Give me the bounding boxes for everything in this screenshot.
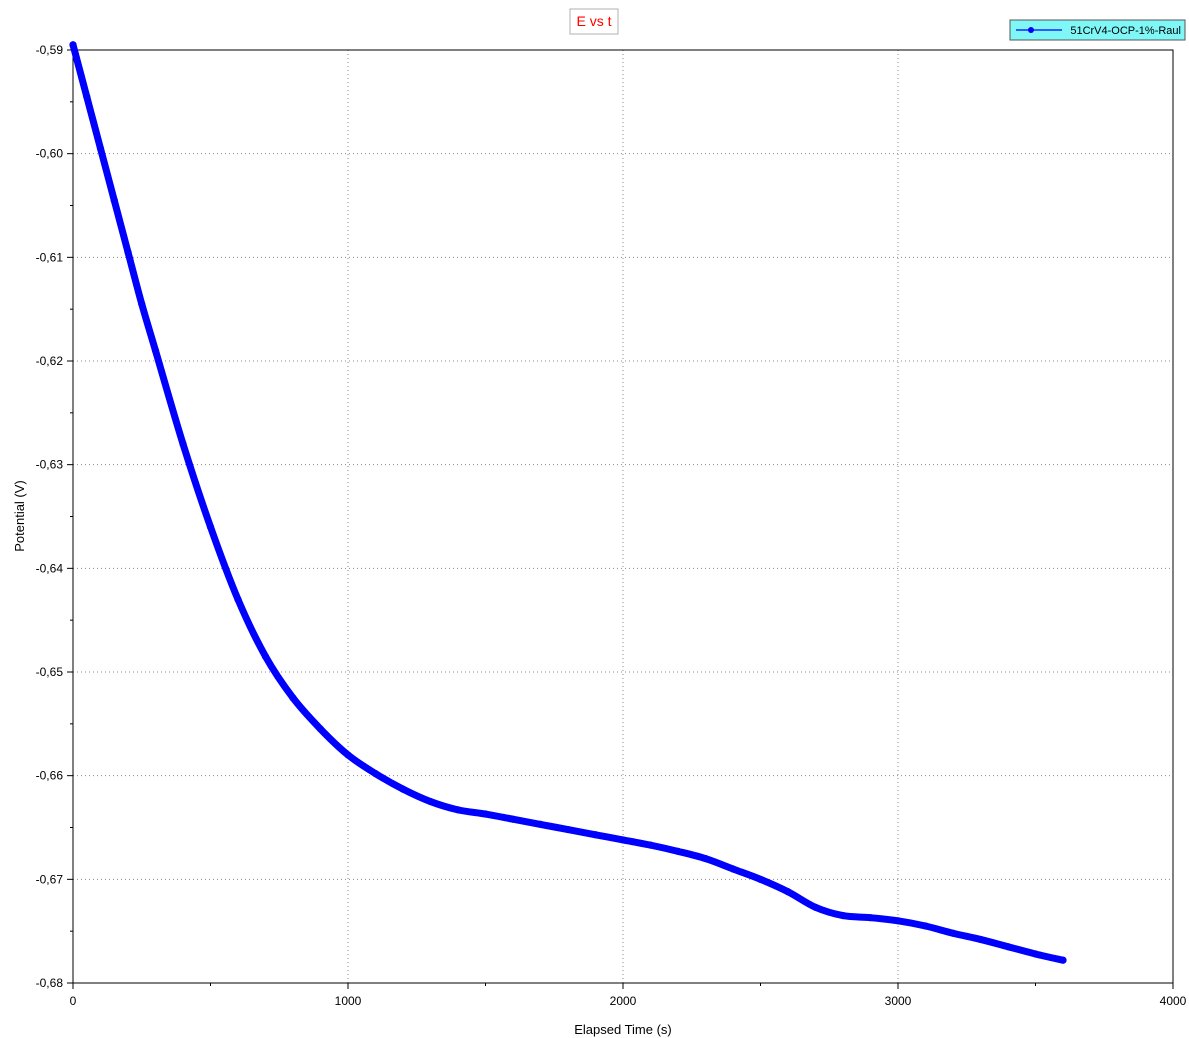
x-tick-label: 1000 bbox=[335, 994, 362, 1008]
data-point bbox=[179, 440, 187, 448]
data-point bbox=[894, 917, 902, 925]
data-point bbox=[949, 929, 957, 937]
chart-title-box bbox=[569, 8, 619, 35]
grid-lines bbox=[73, 50, 1173, 983]
y-tick-label: -0,66 bbox=[36, 769, 64, 783]
data-point bbox=[811, 903, 820, 911]
data-point bbox=[83, 93, 91, 101]
legend-label: 51CrV4-OCP-1%-Raul bbox=[1070, 25, 1181, 37]
data-point bbox=[976, 935, 985, 944]
data-point bbox=[619, 836, 627, 844]
y-tick-label: -0,61 bbox=[36, 250, 64, 264]
y-tick-label: -0,64 bbox=[36, 561, 64, 575]
data-point bbox=[839, 912, 847, 920]
y-tick-label: -0,59 bbox=[36, 43, 64, 57]
data-point bbox=[96, 144, 105, 153]
y-axis-title: Potential (V) bbox=[12, 480, 27, 552]
x-tick-label: 2000 bbox=[610, 994, 637, 1008]
data-point bbox=[509, 815, 517, 823]
y-tick-label: -0,62 bbox=[36, 354, 64, 368]
data-point bbox=[536, 820, 545, 828]
chart-title: E vs t bbox=[576, 13, 611, 29]
data-point bbox=[234, 595, 242, 604]
x-tick-label: 0 bbox=[70, 994, 77, 1008]
series-markers bbox=[69, 41, 1067, 964]
data-point bbox=[701, 855, 710, 863]
data-point bbox=[371, 769, 380, 778]
data-point bbox=[399, 785, 407, 793]
data-point bbox=[316, 725, 325, 733]
legend-box bbox=[1009, 19, 1186, 41]
series-layer bbox=[69, 41, 1067, 964]
data-point bbox=[69, 41, 77, 49]
data-point bbox=[206, 523, 215, 531]
data-point bbox=[784, 888, 792, 896]
y-tick-label: -0,67 bbox=[36, 872, 64, 886]
data-point bbox=[591, 831, 600, 839]
data-point bbox=[921, 922, 930, 930]
x-axis-title: Elapsed Time (s) bbox=[574, 1022, 672, 1037]
data-point bbox=[426, 797, 435, 806]
data-point bbox=[151, 347, 160, 355]
data-point bbox=[110, 196, 118, 204]
chart-title-group: E vs t bbox=[569, 8, 619, 35]
data-point bbox=[564, 825, 572, 834]
data-point bbox=[756, 875, 765, 883]
data-point bbox=[454, 806, 462, 814]
data-point bbox=[289, 694, 297, 702]
data-point bbox=[124, 248, 132, 256]
y-tick-label: -0,60 bbox=[36, 147, 64, 161]
x-tick-label: 4000 bbox=[1160, 994, 1187, 1008]
axis-ticks: 0 1000 2000 3000 4000 -0,59 -0,60 -0,61 -0,62 -0,… bbox=[36, 43, 1187, 1008]
legend: 51CrV4-OCP-1%-Raul bbox=[1009, 19, 1186, 41]
y-tick-label: -0,65 bbox=[36, 665, 64, 679]
data-point bbox=[729, 865, 737, 873]
data-point bbox=[481, 810, 490, 818]
y-tick-label: -0,68 bbox=[36, 976, 64, 990]
series-line bbox=[69, 41, 1067, 964]
data-point bbox=[1004, 943, 1012, 951]
y-tick-label: -0,63 bbox=[36, 458, 64, 472]
data-point bbox=[1031, 950, 1040, 958]
x-tick-label: 3000 bbox=[885, 994, 912, 1008]
data-point bbox=[261, 652, 270, 661]
data-point bbox=[646, 841, 655, 849]
legend-marker bbox=[1028, 27, 1034, 33]
data-point bbox=[1059, 956, 1067, 964]
data-point bbox=[674, 847, 682, 855]
data-point bbox=[344, 751, 352, 759]
data-point bbox=[138, 300, 146, 308]
data-point bbox=[866, 914, 875, 922]
